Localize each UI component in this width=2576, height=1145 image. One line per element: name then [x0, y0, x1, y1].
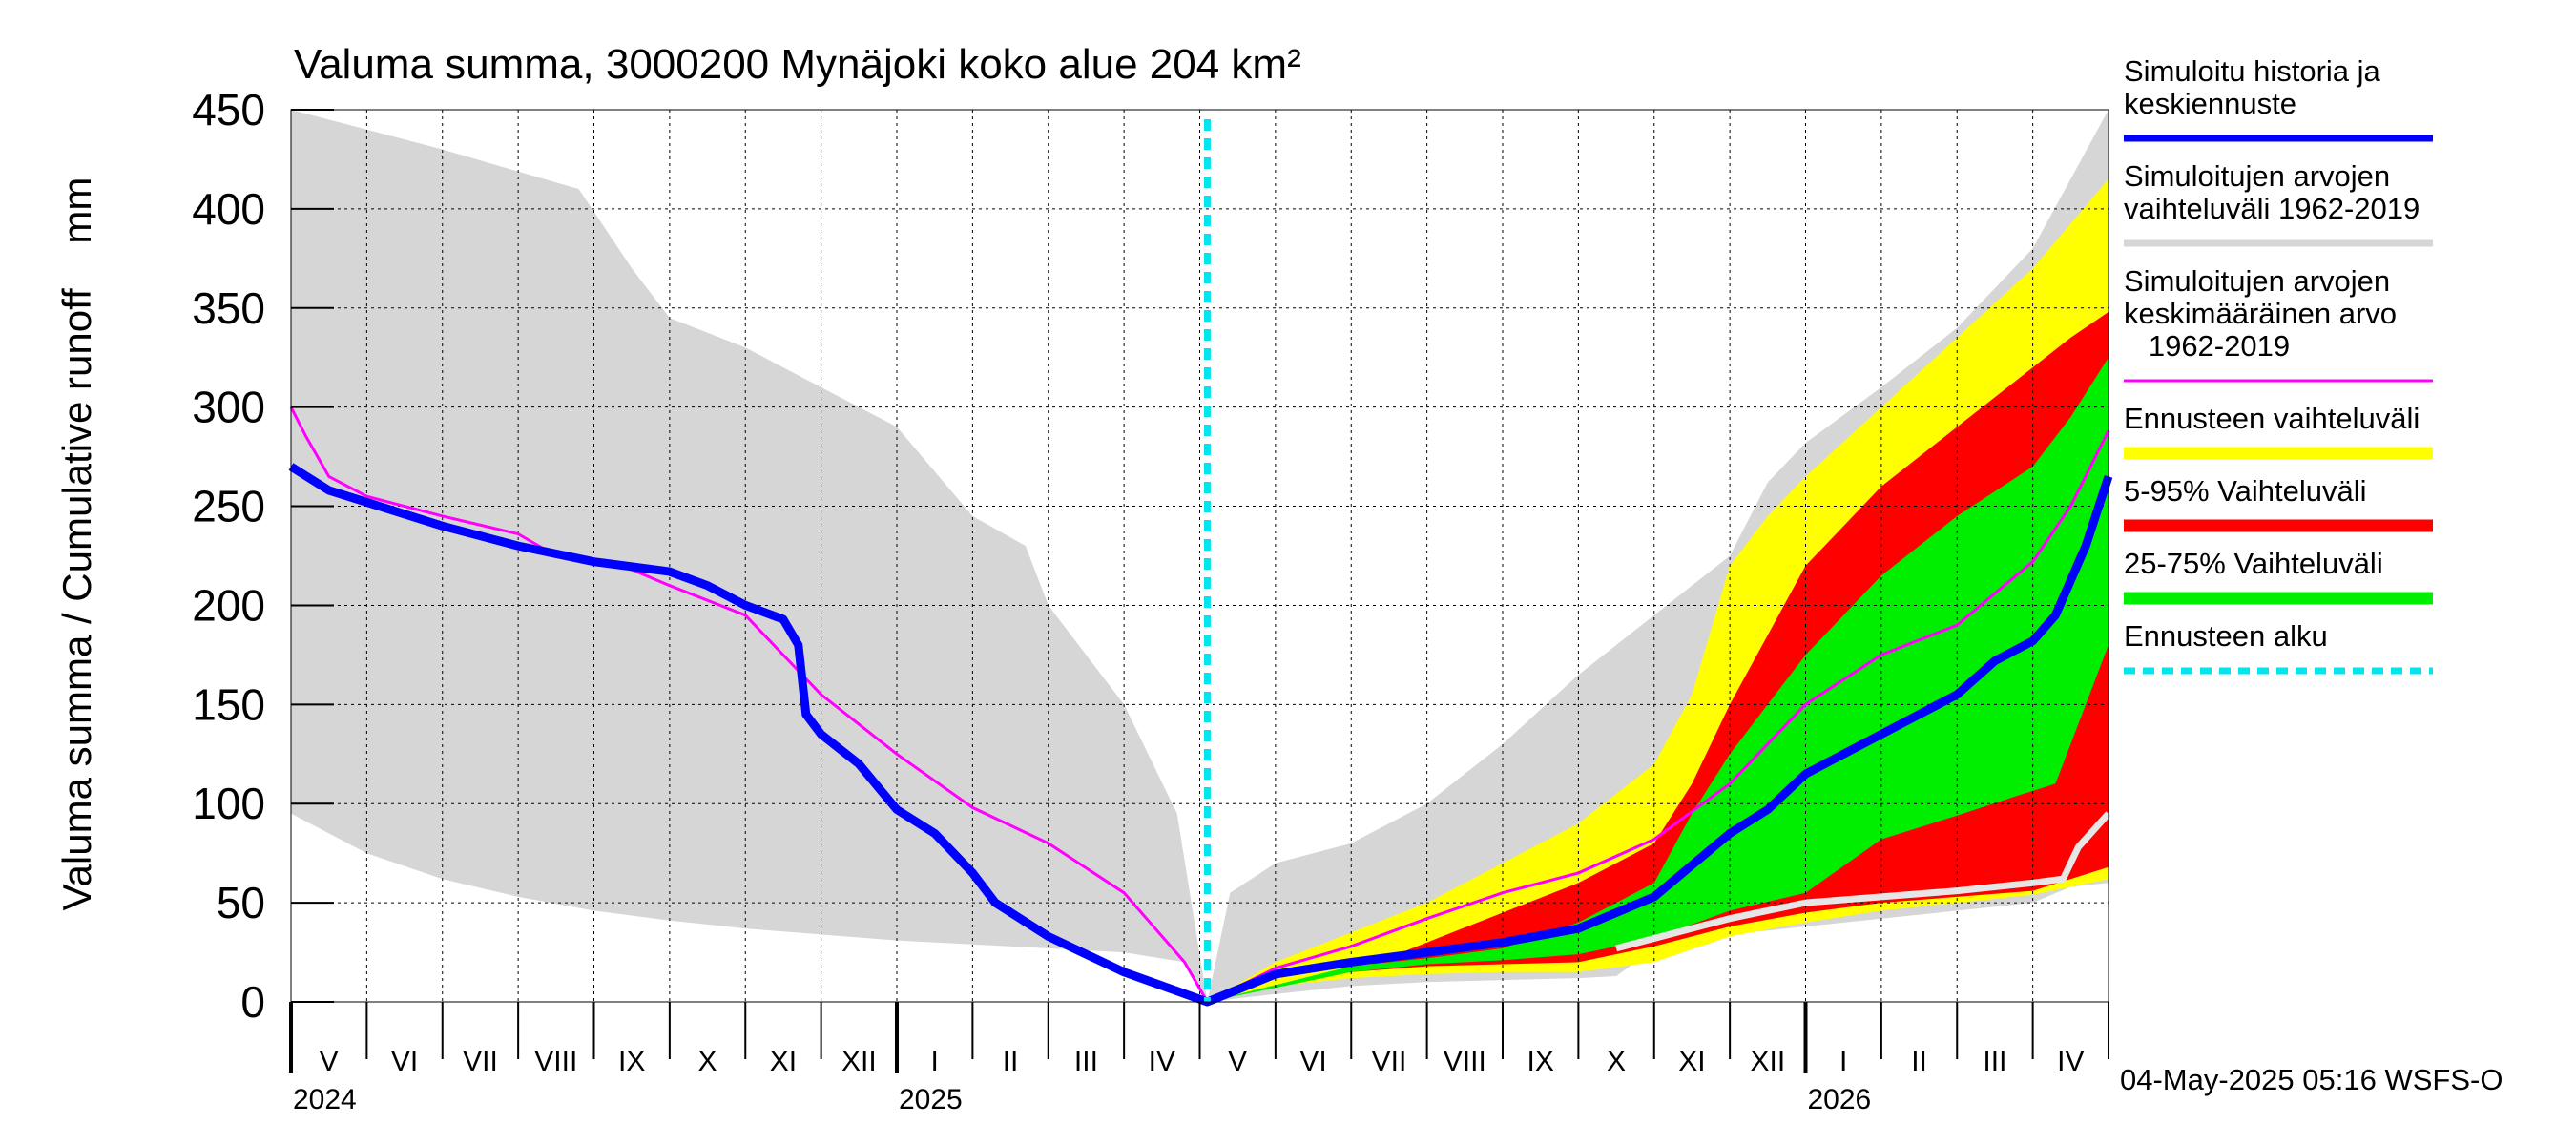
legend-item-label: 1962-2019 — [2124, 329, 2290, 363]
y-tick-label: 100 — [192, 779, 265, 828]
y-tick-label: 450 — [192, 85, 265, 135]
legend-item-label: Ennusteen vaihteluväli — [2124, 402, 2420, 435]
x-axis: V VI VII VIII IX X XI XII I II III IV V VI VII VIII IX X X… — [289, 1002, 2109, 1115]
y-tick-label: 150 — [192, 679, 265, 729]
legend-item-label: 5-95% Vaihteluväli — [2124, 474, 2366, 508]
y-axis: 0 50 100 150 200 250 300 350 400 450 — [192, 85, 334, 1027]
legend-item: 25-75% Vaihteluväli — [2124, 547, 2433, 605]
legend-item-label: Simuloitujen arvojen — [2124, 159, 2390, 193]
month-label: X — [698, 1046, 717, 1077]
legend: Simuloitu historia jakeskiennusteSimuloi… — [2124, 54, 2433, 675]
year-label: 2026 — [1808, 1084, 1872, 1115]
legend-item-label: keskiennuste — [2124, 87, 2296, 120]
legend-item-label: Simuloitujen arvojen — [2124, 264, 2390, 298]
month-label: V — [320, 1046, 339, 1077]
month-label: III — [1074, 1046, 1098, 1077]
month-label: IX — [1527, 1046, 1554, 1077]
month-label: IX — [618, 1046, 645, 1077]
legend-item: Ennusteen alku — [2124, 619, 2433, 675]
year-label: 2025 — [899, 1084, 963, 1115]
month-label: II — [1911, 1046, 1927, 1077]
legend-item: 5-95% Vaihteluväli — [2124, 474, 2433, 532]
month-label: VIII — [1444, 1046, 1486, 1077]
timestamp: 04-May-2025 05:16 WSFS-O — [2120, 1063, 2503, 1096]
grid-lines — [291, 110, 2109, 1002]
month-label: X — [1607, 1046, 1626, 1077]
year-label: 2024 — [293, 1084, 357, 1115]
mean-line — [289, 406, 2110, 1004]
month-label: II — [1003, 1046, 1019, 1077]
legend-item: Ennusteen vaihteluväli — [2124, 402, 2433, 460]
month-label: I — [1839, 1046, 1847, 1077]
y-tick-label: 50 — [217, 878, 265, 927]
month-label: XI — [1678, 1046, 1705, 1077]
data-lines — [288, 119, 2113, 1007]
month-label: IV — [1149, 1046, 1175, 1077]
month-label: I — [931, 1046, 939, 1077]
month-label: XII — [841, 1046, 877, 1077]
y-tick-label: 200 — [192, 580, 265, 630]
month-label: VI — [391, 1046, 418, 1077]
legend-item-label: keskimääräinen arvo — [2124, 297, 2397, 330]
month-label: VII — [463, 1046, 498, 1077]
y-tick-label: 350 — [192, 283, 265, 333]
chart-title: Valuma summa, 3000200 Mynäjoki koko alue… — [294, 41, 1301, 88]
legend-item-label: vaihteluväli 1962-2019 — [2124, 192, 2420, 225]
month-label: XI — [770, 1046, 797, 1077]
y-tick-label: 0 — [240, 977, 265, 1027]
p25-75-band — [1207, 357, 2109, 1002]
month-label: VIII — [534, 1046, 577, 1077]
plot-area — [288, 109, 2113, 1007]
legend-item-label: Simuloitu historia ja — [2124, 54, 2381, 88]
month-label: VI — [1299, 1046, 1326, 1077]
y-tick-label: 400 — [192, 184, 265, 234]
month-label: V — [1228, 1046, 1247, 1077]
month-label: IV — [2057, 1046, 2084, 1077]
month-label: VII — [1372, 1046, 1407, 1077]
y-tick-label: 250 — [192, 482, 265, 531]
month-label: XII — [1750, 1046, 1785, 1077]
history-forecast-line — [288, 463, 2113, 1007]
y-tick-label: 300 — [192, 383, 265, 432]
lowest-forecast-line — [1615, 811, 2111, 952]
legend-item-label: 25-75% Vaihteluväli — [2124, 547, 2383, 580]
month-label: III — [1983, 1046, 2006, 1077]
y-axis-label: Valuma summa / Cumulative runoff mm — [54, 177, 99, 911]
legend-item-label: Ennusteen alku — [2124, 619, 2328, 653]
